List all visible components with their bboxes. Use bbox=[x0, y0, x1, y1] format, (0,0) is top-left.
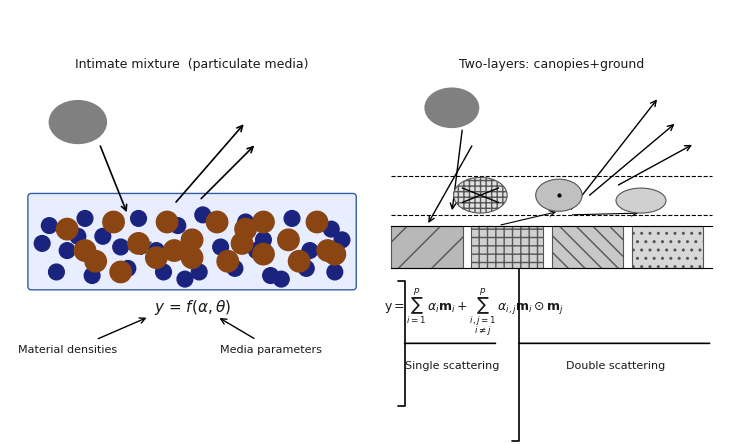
Circle shape bbox=[253, 211, 274, 233]
Circle shape bbox=[42, 218, 57, 234]
Text: Single scattering: Single scattering bbox=[405, 361, 499, 371]
Text: y = $f(\alpha, \theta)$: y = $f(\alpha, \theta)$ bbox=[154, 298, 231, 317]
Circle shape bbox=[227, 261, 243, 276]
Circle shape bbox=[74, 240, 96, 261]
Circle shape bbox=[84, 268, 100, 283]
Bar bbox=[552, 226, 623, 269]
Circle shape bbox=[253, 243, 274, 265]
Circle shape bbox=[235, 218, 257, 240]
Circle shape bbox=[298, 261, 314, 276]
Circle shape bbox=[324, 243, 345, 265]
Circle shape bbox=[156, 211, 178, 233]
Circle shape bbox=[34, 236, 50, 251]
Ellipse shape bbox=[536, 179, 582, 211]
Circle shape bbox=[146, 247, 167, 269]
Circle shape bbox=[207, 211, 228, 233]
Circle shape bbox=[70, 228, 86, 244]
Text: $\mathrm{y} = \sum_{i=1}^{p}\,\alpha_i\mathbf{m}_i + \sum_{\substack{i,j=1\\i\ne: $\mathrm{y} = \sum_{i=1}^{p}\,\alpha_i\m… bbox=[384, 286, 564, 338]
Circle shape bbox=[317, 240, 339, 261]
Circle shape bbox=[103, 211, 125, 233]
Circle shape bbox=[306, 211, 328, 233]
Circle shape bbox=[323, 221, 339, 237]
Circle shape bbox=[262, 268, 279, 283]
Text: Two-layers: canopies+ground: Two-layers: canopies+ground bbox=[459, 58, 644, 71]
Ellipse shape bbox=[425, 88, 479, 127]
FancyBboxPatch shape bbox=[28, 194, 356, 290]
Circle shape bbox=[217, 250, 238, 272]
Ellipse shape bbox=[49, 101, 106, 143]
Circle shape bbox=[149, 243, 164, 258]
Bar bbox=[391, 226, 463, 269]
Ellipse shape bbox=[616, 188, 666, 213]
Circle shape bbox=[334, 232, 350, 248]
Circle shape bbox=[155, 264, 172, 280]
Circle shape bbox=[273, 271, 289, 287]
Ellipse shape bbox=[454, 178, 507, 213]
Bar bbox=[471, 226, 543, 269]
Circle shape bbox=[110, 261, 131, 283]
Circle shape bbox=[95, 228, 111, 244]
Circle shape bbox=[213, 239, 229, 255]
Circle shape bbox=[191, 264, 207, 280]
Circle shape bbox=[163, 240, 185, 261]
Circle shape bbox=[120, 261, 136, 276]
Circle shape bbox=[56, 218, 78, 240]
Circle shape bbox=[288, 250, 310, 272]
Circle shape bbox=[278, 229, 299, 250]
Text: Double scattering: Double scattering bbox=[567, 361, 666, 371]
Circle shape bbox=[248, 243, 264, 258]
Circle shape bbox=[48, 264, 65, 280]
Circle shape bbox=[302, 243, 317, 258]
Circle shape bbox=[128, 233, 150, 254]
Text: Intimate mixture  (particulate media): Intimate mixture (particulate media) bbox=[75, 58, 309, 71]
Circle shape bbox=[195, 207, 210, 223]
Circle shape bbox=[181, 247, 203, 269]
Text: Material densities: Material densities bbox=[18, 345, 117, 356]
Circle shape bbox=[77, 210, 93, 226]
Circle shape bbox=[177, 271, 193, 287]
Circle shape bbox=[85, 250, 106, 272]
Circle shape bbox=[130, 210, 147, 226]
Circle shape bbox=[237, 214, 254, 230]
Circle shape bbox=[181, 229, 203, 250]
Circle shape bbox=[170, 218, 185, 234]
Circle shape bbox=[113, 239, 128, 255]
Circle shape bbox=[232, 233, 253, 254]
Circle shape bbox=[284, 210, 300, 226]
Bar bbox=[632, 226, 704, 269]
Circle shape bbox=[59, 243, 75, 258]
Text: Media parameters: Media parameters bbox=[220, 345, 322, 356]
Circle shape bbox=[327, 264, 343, 280]
Circle shape bbox=[256, 232, 271, 248]
